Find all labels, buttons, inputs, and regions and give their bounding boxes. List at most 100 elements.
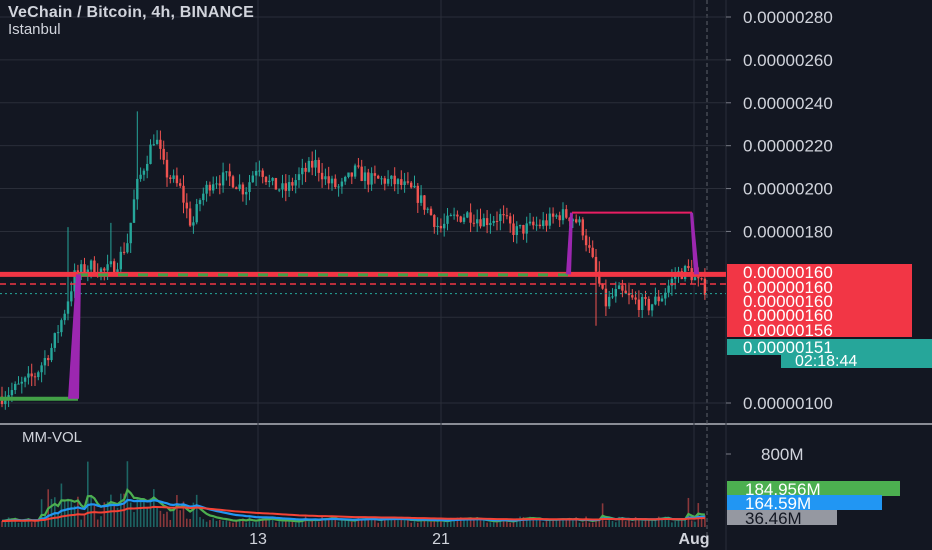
candle-body-146 (482, 218, 485, 227)
candle-body-182 (601, 283, 604, 289)
price-label-bg-0 (727, 264, 912, 279)
candle-body-139 (459, 216, 462, 222)
candle-body-39 (129, 222, 132, 244)
candle-body-89 (294, 180, 297, 186)
candle-body-132 (436, 225, 439, 227)
candle-body-140 (462, 217, 466, 222)
purple-breakout-bar (68, 274, 81, 399)
candle-body-76 (251, 175, 254, 183)
candle-body-22 (73, 270, 76, 292)
candle-body-72 (238, 184, 241, 190)
last-price-label: 0.00000151 (743, 338, 833, 357)
candle-body-53 (175, 175, 179, 184)
candle-body-158 (522, 225, 525, 234)
price-label: 0.00000160 (743, 278, 833, 297)
candle-body-160 (528, 221, 532, 224)
candle-body-188 (621, 285, 624, 291)
candle-body-3 (10, 390, 14, 396)
candle-body-110 (363, 172, 367, 181)
candle-body-121 (400, 179, 403, 185)
candle-body-196 (647, 298, 650, 311)
price-levels (0, 271, 726, 295)
candle-body-58 (192, 222, 195, 226)
price-label-bg-4 (727, 322, 912, 337)
volume-indicator-title[interactable]: MM-VOL (22, 429, 82, 446)
candle-body-12 (40, 365, 43, 373)
candle-body-44 (146, 163, 149, 171)
candle-body-19 (63, 313, 66, 321)
candle-body-124 (410, 182, 413, 188)
candle-body-177 (584, 235, 588, 246)
candle-body-13 (43, 358, 47, 366)
trend-drawings (0, 211, 699, 401)
candle-body-43 (142, 170, 146, 175)
candle-body-87 (287, 182, 291, 191)
candle-body-6 (20, 381, 23, 384)
y-tick-label: 0.00000100 (743, 394, 833, 413)
candle-body-127 (419, 195, 423, 203)
candle-body-46 (152, 144, 155, 146)
candle-body-176 (581, 219, 584, 236)
countdown-bg (781, 353, 932, 368)
candle-body-101 (334, 178, 337, 188)
candle-body-171 (565, 209, 568, 218)
y-tick-label: 0.00000220 (743, 137, 833, 156)
candle-body-16 (53, 333, 56, 348)
candle-body-157 (518, 225, 522, 227)
candle-body-42 (139, 174, 142, 179)
vol-tick-label: 800M (761, 445, 804, 464)
candle-body-180 (594, 256, 598, 272)
candle-body-27 (89, 260, 93, 270)
candle-body-55 (182, 185, 185, 203)
candle-body-8 (27, 373, 30, 378)
candle-body-75 (248, 182, 251, 192)
candle-body-99 (327, 176, 330, 184)
candle-body-50 (165, 159, 169, 178)
candle-body-147 (485, 218, 489, 226)
candle-body-116 (383, 178, 386, 184)
candle-body-104 (344, 176, 347, 182)
candle-body-18 (60, 320, 63, 333)
y-tick-label: 0.00000200 (743, 180, 833, 199)
candle-body-166 (548, 213, 551, 226)
candle-body-192 (634, 297, 637, 300)
candle-body-130 (429, 208, 433, 216)
candle-body-9 (30, 373, 33, 377)
candle-body-71 (235, 187, 238, 190)
candles (0, 111, 707, 410)
candle-body-84 (278, 189, 281, 191)
candle-body-98 (324, 176, 327, 180)
candle-body-153 (505, 215, 509, 217)
candle-body-4 (14, 383, 17, 391)
candle-body-113 (373, 173, 377, 176)
candle-body-212 (700, 278, 703, 280)
candle-body-142 (469, 212, 472, 223)
candle-body-190 (627, 293, 631, 296)
vol-value-bg-2 (727, 510, 837, 525)
candle-body-197 (650, 304, 654, 311)
candle-body-189 (624, 290, 627, 294)
candle-body-109 (360, 166, 363, 181)
candle-body-38 (126, 243, 129, 253)
candle-body-102 (337, 186, 340, 188)
time-axis: 13 21 Aug (249, 531, 709, 548)
x-tick-label: 21 (432, 531, 450, 548)
candle-body-92 (304, 167, 307, 172)
candle-body-25 (83, 264, 86, 273)
candle-body-200 (660, 298, 664, 302)
candle-body-170 (561, 209, 565, 221)
candle-body-211 (697, 277, 700, 279)
candle-body-151 (499, 214, 502, 221)
candle-body-94 (311, 160, 314, 168)
candle-body-201 (664, 292, 667, 299)
candle-body-54 (179, 183, 182, 186)
candle-body-7 (23, 377, 27, 382)
candle-body-67 (221, 172, 225, 186)
candle-body-107 (353, 165, 357, 177)
candle-body-164 (542, 220, 545, 227)
candle-body-117 (386, 178, 390, 184)
candle-body-60 (198, 200, 202, 205)
symbol-title[interactable]: VeChain / Bitcoin, 4h, BINANCE (8, 4, 255, 21)
candle-body-93 (307, 160, 311, 172)
